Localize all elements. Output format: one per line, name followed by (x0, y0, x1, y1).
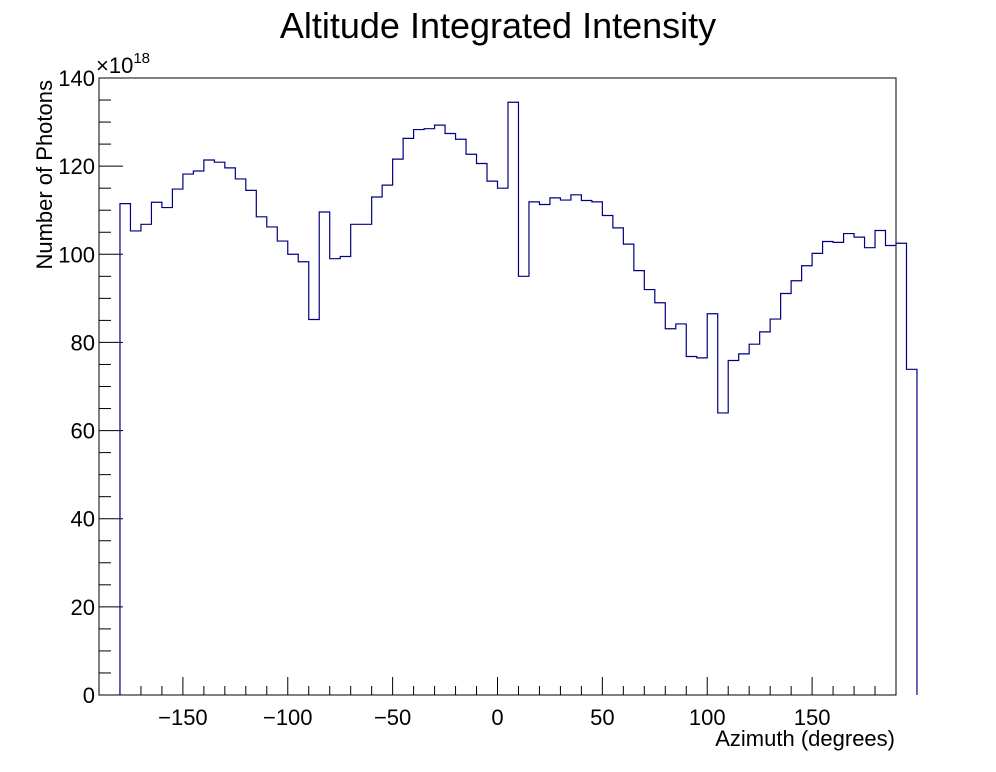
y-tick-label: 60 (71, 419, 95, 444)
x-tick-label: −100 (263, 705, 313, 730)
plot-frame (98, 77, 897, 696)
y-tick-label: 100 (58, 242, 95, 267)
y-tick-label: 120 (58, 154, 95, 179)
histogram-series-line (119, 101, 918, 695)
x-tick-label: −50 (374, 705, 411, 730)
x-axis: −150 −100 −50 0 50 100 150 (119, 677, 876, 730)
x-tick-label: 100 (689, 705, 726, 730)
y-tick-label: 80 (71, 330, 95, 355)
x-axis-label: Azimuth (degrees) (715, 726, 895, 751)
y-axis-exponent: ×1018 (96, 50, 150, 78)
y-tick-label: 40 (71, 507, 95, 532)
x-tick-label: −150 (158, 705, 208, 730)
x-tick-label: 150 (794, 705, 831, 730)
x-tick-label: 50 (590, 705, 614, 730)
chart-title: Altitude Integrated Intensity (280, 5, 716, 46)
x-tick-label: 0 (491, 705, 503, 730)
y-axis: 0 20 40 60 80 100 120 140 (58, 66, 123, 708)
y-tick-label: 0 (83, 683, 95, 708)
y-tick-label: 20 (71, 595, 95, 620)
y-axis-label: Number of Photons (32, 80, 57, 270)
y-tick-label: 140 (58, 66, 95, 91)
y-axis-exponent-base: ×10 (96, 53, 133, 78)
y-axis-exponent-power: 18 (133, 50, 150, 67)
